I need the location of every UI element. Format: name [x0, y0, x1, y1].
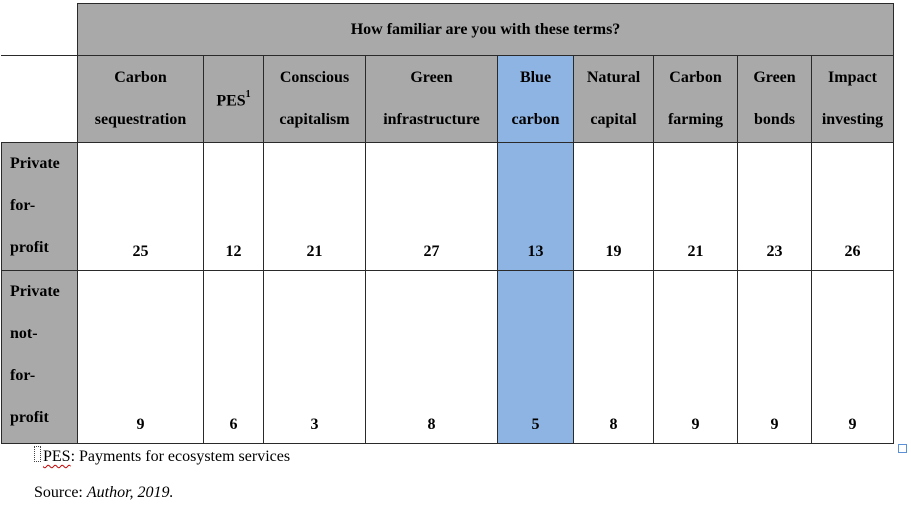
table-cell: 9	[811, 270, 894, 444]
column-header: PES1	[203, 55, 264, 143]
table-cell: 13	[497, 142, 574, 271]
column-header-line: carbon	[511, 111, 560, 128]
column-header-line: Impact	[828, 69, 877, 86]
header-corner-cell	[1, 55, 78, 143]
column-header-line: Green	[410, 69, 453, 86]
table-cell: 25	[77, 142, 204, 271]
table-cell: 26	[811, 142, 894, 271]
column-header: Blue carbon	[497, 55, 574, 143]
table-cell: 9	[77, 270, 204, 444]
footnote: PES: Payments for ecosystem services	[34, 446, 290, 466]
table-row: Private not-for-profit 9 6 3 8 5 8 9 9 9	[1, 270, 894, 444]
column-header-line: infrastructure	[383, 111, 480, 128]
column-header: Green infrastructure	[365, 55, 498, 143]
table-cell: 23	[737, 142, 812, 271]
column-header-line: Green	[753, 69, 796, 86]
table-cell: 21	[263, 142, 366, 271]
row-label-line: for-	[10, 367, 36, 384]
column-header-line: Carbon	[669, 69, 722, 86]
column-header-line: capitalism	[279, 111, 350, 128]
column-header-line: Conscious	[279, 69, 350, 86]
row-label-line: Private	[10, 283, 60, 300]
footnote-text: : Payments for ecosystem services	[70, 448, 291, 465]
source-prefix: Source:	[34, 484, 87, 501]
column-header-label: PES	[216, 92, 246, 110]
table-title: How familiar are you with these terms?	[77, 3, 894, 56]
table-cell: 3	[263, 270, 366, 444]
table-cell: 5	[497, 270, 574, 444]
row-label-line: profit	[10, 239, 49, 256]
column-header: Green bonds	[737, 55, 812, 143]
table-row: Private for-profit 25 12 21 27 13 19 21 23 26	[1, 142, 894, 271]
table-cell: 21	[653, 142, 738, 271]
column-header-line: Carbon	[114, 69, 167, 86]
footnote-superscript: 1	[245, 88, 251, 100]
row-label-line: for-	[10, 197, 36, 214]
title-row: How familiar are you with these terms?	[1, 3, 894, 56]
column-header: Carbon sequestration	[77, 55, 204, 143]
column-header: Carbon farming	[653, 55, 738, 143]
column-header-line: Blue	[519, 69, 552, 86]
source-citation: Author, 2019.	[86, 484, 174, 501]
row-label-line: not-	[10, 325, 38, 342]
row-label: Private for-profit	[1, 142, 78, 271]
footnote-marker-icon	[34, 446, 41, 462]
column-header: Natural capital	[573, 55, 654, 143]
column-header-line: bonds	[754, 111, 795, 128]
column-header-line: capital	[590, 111, 637, 128]
table-cell: 8	[573, 270, 654, 444]
resize-handle-icon[interactable]	[898, 444, 907, 453]
row-label-line: profit	[10, 409, 49, 426]
table-cell: 27	[365, 142, 498, 271]
row-label: Private not-for-profit	[1, 270, 78, 444]
column-header-line: investing	[821, 111, 884, 128]
header-row: Carbon sequestration PES1 Conscious capitali…	[1, 55, 894, 143]
column-header-line: farming	[667, 111, 724, 128]
familiarity-table: How familiar are you with these terms? C…	[1, 3, 894, 444]
column-header-line: sequestration	[94, 111, 187, 128]
column-header-line: Natural	[586, 69, 641, 86]
table-cell: 9	[653, 270, 738, 444]
table-cell: 8	[365, 270, 498, 444]
table-cell: 12	[203, 142, 264, 271]
table-cell: 6	[203, 270, 264, 444]
table-cell: 19	[573, 142, 654, 271]
footnote-abbr: PES	[43, 448, 71, 465]
corner-cell	[1, 3, 78, 56]
table-cell: 9	[737, 270, 812, 444]
row-label-line: Private	[10, 155, 60, 172]
source-line: Source: Author, 2019.	[34, 484, 174, 502]
column-header: Impact investing	[811, 55, 894, 143]
column-header: Conscious capitalism	[263, 55, 366, 143]
